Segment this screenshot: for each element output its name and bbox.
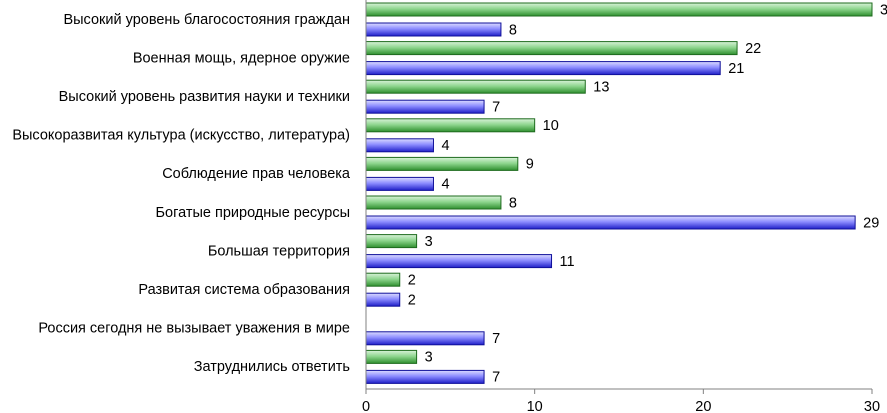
data-label: 8 <box>509 195 517 211</box>
data-label: 13 <box>593 80 609 96</box>
bar-series-2 <box>365 331 485 346</box>
category-label: Затруднились ответить <box>194 359 350 375</box>
data-label: 9 <box>526 157 534 173</box>
bar-series-1 <box>365 272 401 287</box>
data-label: 2 <box>408 273 416 289</box>
data-label: 3 <box>425 350 433 366</box>
bar-series-1 <box>365 41 738 56</box>
bar-series-2 <box>365 176 434 191</box>
category-label: Большая территория <box>208 243 350 259</box>
bar-series-1 <box>365 349 418 364</box>
data-label: 11 <box>560 254 575 270</box>
x-tick-label: 0 <box>362 399 370 413</box>
data-label: 30 <box>880 2 887 18</box>
bar-series-1 <box>365 156 519 171</box>
category-label: Высокий уровень благосостояния граждан <box>63 12 350 28</box>
bar-series-2 <box>365 254 553 269</box>
category-label: Россия сегодня не вызывает уважения в ми… <box>38 321 350 337</box>
data-label: 4 <box>441 177 449 193</box>
x-tick-label: 10 <box>527 399 543 413</box>
bar-series-2 <box>365 138 434 153</box>
bars <box>365 2 873 384</box>
bar-series-2 <box>365 61 721 76</box>
data-label: 7 <box>492 100 500 116</box>
category-label: Соблюдение прав человека <box>162 166 351 182</box>
bar-series-2 <box>365 99 485 114</box>
data-label: 2 <box>408 293 416 309</box>
category-label: Высокий уровень развития науки и техники <box>59 89 350 105</box>
data-label: 3 <box>425 234 433 250</box>
data-label: 7 <box>492 331 500 347</box>
bar-series-1 <box>365 234 418 249</box>
bar-series-1 <box>365 79 586 94</box>
category-label: Военная мощь, ядерное оружие <box>133 50 350 66</box>
x-tick-label: 30 <box>864 399 880 413</box>
data-label: 21 <box>728 61 744 77</box>
x-tick-label: 20 <box>695 399 711 413</box>
bar-series-1 <box>365 2 873 17</box>
bar-series-2 <box>365 22 502 37</box>
x-axis: 0 10 20 30 <box>362 0 880 413</box>
data-label: 8 <box>509 22 517 38</box>
category-label: Высокоразвитая культура (искусство, лите… <box>12 128 350 144</box>
category-label: Богатые природные ресурсы <box>156 205 350 221</box>
data-label: 29 <box>863 215 879 231</box>
category-labels: Высокий уровень благосостояния граждан Во… <box>12 12 351 375</box>
data-label: 10 <box>543 118 559 134</box>
category-label: Развитая система образования <box>138 282 350 298</box>
data-label: 4 <box>441 138 449 154</box>
bar-series-2 <box>365 215 856 230</box>
bar-series-1 <box>365 195 502 210</box>
data-label: 7 <box>492 370 500 386</box>
data-label: 22 <box>745 41 761 57</box>
bar-series-2 <box>365 292 401 307</box>
bar-series-2 <box>365 369 485 384</box>
data-labels: 30822211371049482931122737 <box>408 2 887 385</box>
bar-series-1 <box>365 118 536 133</box>
